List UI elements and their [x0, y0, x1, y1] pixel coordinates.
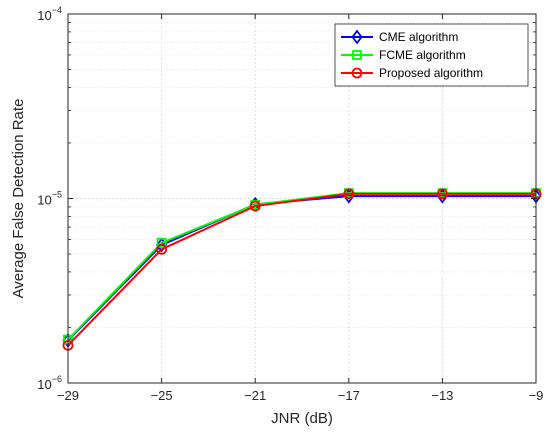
- legend-label: CME algorithm: [379, 30, 458, 44]
- data-point: [156, 243, 168, 255]
- y-tick-label: 10−6: [37, 374, 62, 392]
- data-point: [249, 200, 261, 212]
- x-tick-label: −9: [529, 388, 544, 403]
- legend-item: CME algorithm: [341, 29, 458, 45]
- x-tick-label: −21: [244, 388, 266, 403]
- legend-label: FCME algorithm: [379, 48, 466, 62]
- series-line: [67, 192, 536, 347]
- y-axis-label: Average False Detection Rate: [10, 99, 27, 299]
- data-point: [156, 237, 167, 248]
- legend: CME algorithm FCME algorithm Proposed algo…: [334, 23, 529, 87]
- legend-item: Proposed algorithm: [341, 66, 483, 80]
- data-point: [343, 188, 355, 200]
- y-tick-label: 10−5: [37, 190, 62, 208]
- x-tick-label: −17: [338, 388, 360, 403]
- legend-label: Proposed algorithm: [379, 66, 483, 80]
- legend-swatch-marker: [352, 50, 362, 60]
- data-point: [436, 188, 448, 200]
- x-tick-label: −13: [431, 388, 453, 403]
- legend-swatch-marker: [351, 29, 363, 45]
- series-layer: [62, 188, 542, 351]
- legend-item: FCME algorithm: [341, 48, 466, 62]
- x-tick-label: −29: [57, 388, 79, 403]
- x-axis-label: JNR (dB): [271, 410, 333, 427]
- x-tick-label: −25: [151, 388, 173, 403]
- y-tick-label: 10−4: [37, 5, 62, 23]
- ticks: −29 −25 −21 −17 −13 −9 10−4 10−5 10−6: [37, 5, 543, 403]
- data-point: [155, 237, 168, 253]
- legend-swatch-marker: [351, 67, 363, 79]
